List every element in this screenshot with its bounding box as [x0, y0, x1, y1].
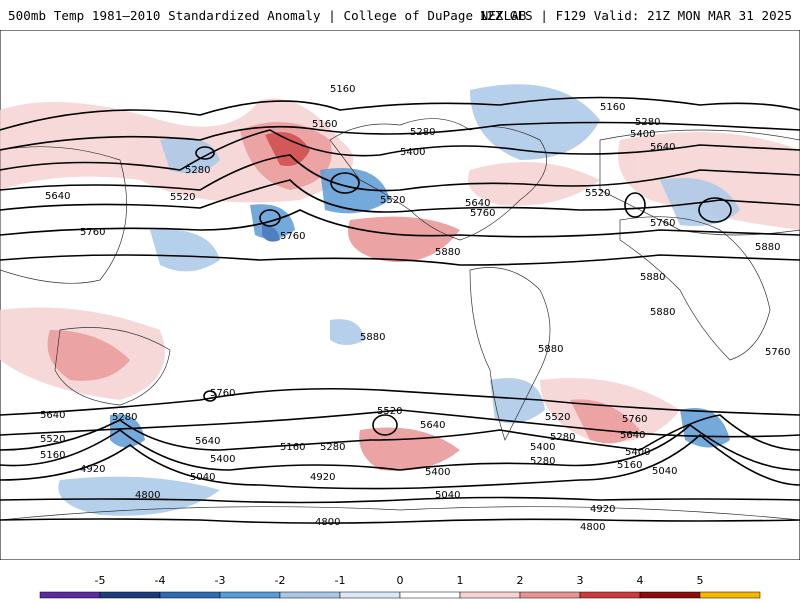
colorbar-swatch [339, 591, 401, 599]
contour-label: 5520 [40, 434, 65, 445]
colorbar-tick-label: -5 [95, 574, 106, 587]
contour-label: 4920 [590, 504, 615, 515]
colorbar-swatch [519, 591, 581, 599]
contour-label: 5400 [630, 129, 655, 140]
colorbar-tick-label: 3 [577, 574, 584, 587]
colorbar-swatch [459, 591, 521, 599]
contour-label: 5160 [40, 450, 65, 461]
colorbar-canvas: -5 -4 -3 -2 -1 0 1 2 3 4 5 [39, 574, 761, 599]
antarctica-outline [0, 506, 800, 521]
contour-label: 5400 [625, 447, 650, 458]
contour-label: 5880 [650, 307, 675, 318]
contour-label: 5280 [410, 127, 435, 138]
contour-label: 5280 [550, 432, 575, 443]
colorbar-swatch [579, 591, 641, 599]
colorbar-tick-label: 0 [397, 574, 404, 587]
colorbar-tick-label: -4 [155, 574, 166, 587]
colorbar-swatch [639, 591, 701, 599]
contour-label: 5640 [620, 430, 645, 441]
contour-label: 5040 [652, 466, 677, 477]
contour-label: 4920 [80, 464, 105, 475]
contour-label: 4800 [135, 490, 160, 501]
north-america-outline [329, 118, 548, 241]
contour-label: 5040 [435, 490, 460, 501]
colorbar-tick-label: 5 [697, 574, 704, 587]
contour-label: 4920 [310, 472, 335, 483]
map-canvas: 5160 5160 5280 5400 5400 5640 5520 5280 … [0, 30, 800, 560]
contour-label: 5520 [377, 406, 402, 417]
colorbar-tick-label: -1 [335, 574, 346, 587]
colorbar-swatch [219, 591, 281, 599]
contour-label: 5640 [650, 142, 675, 153]
map-frame: 5160 5160 5280 5400 5400 5640 5520 5280 … [0, 30, 800, 560]
contour-label: 4800 [580, 522, 605, 533]
contour-label: 5400 [400, 147, 425, 158]
colorbar-tick-label: 1 [457, 574, 464, 587]
map-title: 500mb Temp 1981–2010 Standardized Anomal… [8, 8, 527, 23]
contour-label: 5760 [622, 414, 647, 425]
contour-label: 5760 [210, 388, 235, 399]
contour-label: 5640 [195, 436, 220, 447]
contour-label: 5760 [280, 231, 305, 242]
contour-label: 5520 [380, 195, 405, 206]
contour-label: 5640 [420, 420, 445, 431]
coastlines [0, 118, 800, 521]
contour-label: 5880 [435, 247, 460, 258]
contour-label: 5880 [640, 272, 665, 283]
colorbar-tick-label: 4 [637, 574, 644, 587]
contour-label: 5160 [280, 442, 305, 453]
south-america-outline [469, 267, 551, 441]
contour-label: 5280 [530, 456, 555, 467]
contour-label: 5520 [545, 412, 570, 423]
colorbar-swatch [159, 591, 221, 599]
contour-label: 5640 [40, 410, 65, 421]
contour-label: 5520 [170, 192, 195, 203]
contour-label-layer: 5160 5160 5280 5400 5400 5640 5520 5280 … [40, 84, 790, 533]
contour-label: 4800 [315, 517, 340, 528]
colorbar-swatch [279, 591, 341, 599]
contour-label: 5160 [312, 119, 337, 130]
africa-outline [619, 216, 771, 361]
contour-label: 5760 [470, 208, 495, 219]
contour-label: 5040 [190, 472, 215, 483]
contour-label: 5280 [635, 117, 660, 128]
colorbar-tick-label: 2 [517, 574, 524, 587]
contour-label: 5640 [45, 191, 70, 202]
contour-label: 5280 [185, 165, 210, 176]
contour-label: 5400 [425, 467, 450, 478]
title-bar: 500mb Temp 1981–2010 Standardized Anomal… [0, 0, 800, 30]
colorbar-swatch [399, 591, 461, 599]
contour-label: 5640 [465, 198, 490, 209]
contour-label: 5280 [320, 442, 345, 453]
colorbar-swatch [699, 591, 761, 599]
colorbar-tick-label: -2 [275, 574, 286, 587]
contour-label: 5880 [360, 332, 385, 343]
contour-label: 5160 [617, 460, 642, 471]
contour-label: 5760 [650, 218, 675, 229]
colorbar-tick-label: -3 [215, 574, 226, 587]
contour-label: 5160 [600, 102, 625, 113]
contour-label: 5280 [112, 412, 137, 423]
model-valid-time: 12Z GFS | F129 Valid: 21Z MON MAR 31 202… [479, 8, 792, 23]
asia-east-outline [0, 146, 128, 284]
contour-label: 5160 [330, 84, 355, 95]
anomaly-colorbar: -5 -4 -3 -2 -1 0 1 2 3 4 5 [0, 570, 800, 600]
contour-label: 5400 [530, 442, 555, 453]
contour-label: 5520 [585, 188, 610, 199]
contour-label: 5760 [80, 227, 105, 238]
contour-label: 5400 [210, 454, 235, 465]
australia-outline [54, 327, 171, 406]
contour-label: 5880 [755, 242, 780, 253]
colorbar-swatch [99, 591, 161, 599]
contour-label: 5760 [765, 347, 790, 358]
colorbar-swatch [39, 591, 101, 599]
height-contours [0, 96, 800, 524]
contour-label: 5880 [538, 344, 563, 355]
